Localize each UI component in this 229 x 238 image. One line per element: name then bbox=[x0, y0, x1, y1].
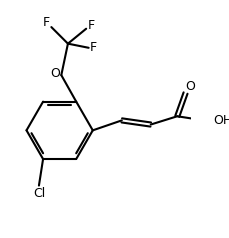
Text: O: O bbox=[184, 80, 194, 93]
Text: OH: OH bbox=[212, 114, 229, 127]
Text: Cl: Cl bbox=[33, 187, 45, 200]
Text: F: F bbox=[87, 19, 94, 32]
Text: O: O bbox=[50, 67, 60, 80]
Text: F: F bbox=[90, 41, 97, 54]
Text: F: F bbox=[43, 16, 50, 30]
